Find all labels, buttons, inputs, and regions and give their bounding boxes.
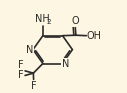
- Text: N: N: [62, 58, 69, 69]
- Text: F: F: [31, 81, 36, 90]
- Text: 2: 2: [46, 19, 51, 25]
- Text: N: N: [26, 45, 34, 55]
- Text: OH: OH: [87, 31, 102, 41]
- Text: O: O: [71, 16, 79, 26]
- Text: F: F: [18, 60, 24, 70]
- Text: F: F: [18, 70, 24, 80]
- Text: NH: NH: [35, 14, 50, 24]
